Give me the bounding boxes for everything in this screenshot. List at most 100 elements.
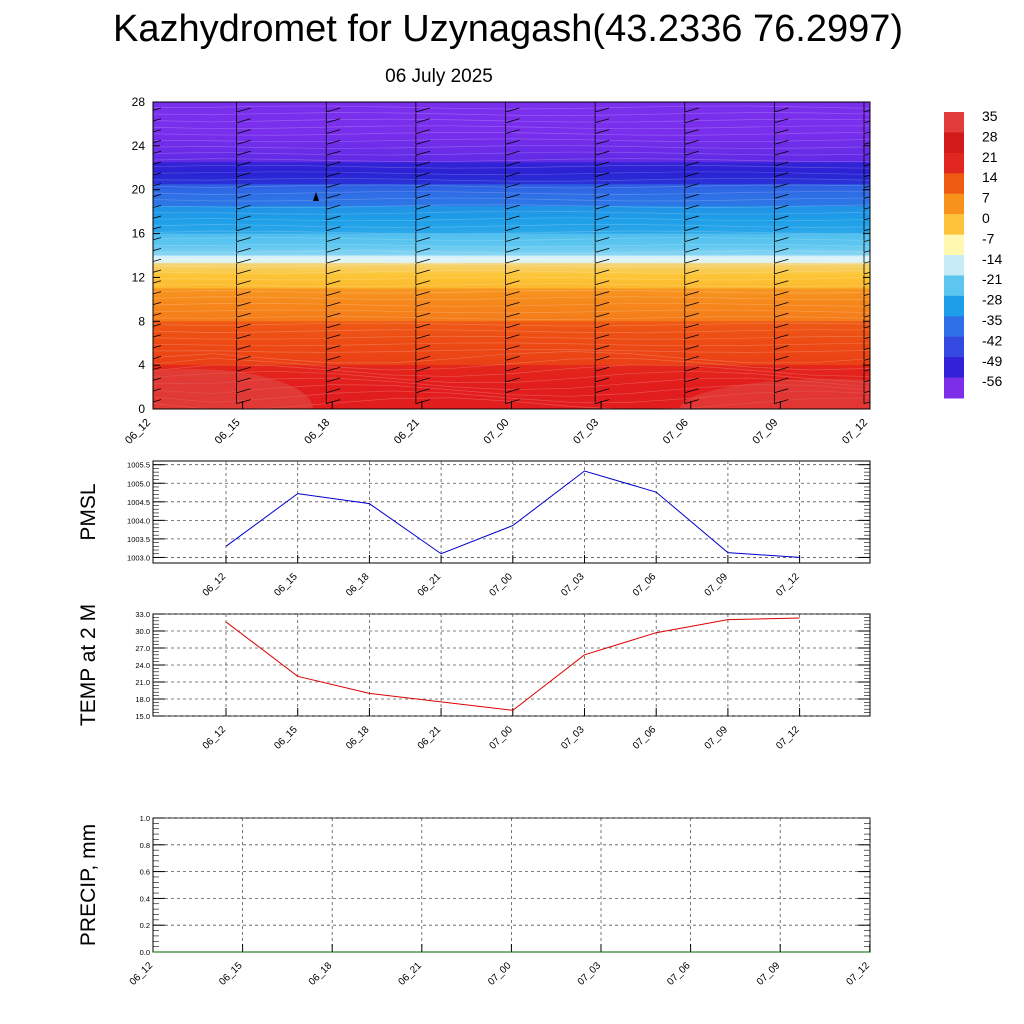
contour-line bbox=[153, 224, 870, 228]
colorbar-label: 21 bbox=[982, 149, 998, 165]
wind-barb bbox=[595, 140, 610, 145]
y-tick-label: 0.6 bbox=[140, 868, 150, 877]
wind-barb bbox=[236, 291, 251, 296]
wind-barb bbox=[774, 248, 789, 253]
wind-barb bbox=[505, 172, 520, 178]
x-tick-label: 07_12 bbox=[774, 571, 802, 599]
wind-barb bbox=[505, 107, 520, 113]
wind-barb bbox=[153, 140, 162, 144]
wind-barb bbox=[684, 183, 699, 188]
wind-barb bbox=[415, 399, 430, 404]
wind-barb bbox=[326, 118, 341, 124]
wind-barb bbox=[595, 150, 610, 156]
wind-barb bbox=[595, 107, 610, 113]
y-tick-label: 16 bbox=[132, 227, 146, 241]
wind-barb bbox=[863, 336, 870, 340]
wind-barb bbox=[595, 183, 610, 188]
x-tick-label: 07_00 bbox=[486, 960, 514, 988]
wind-barb bbox=[505, 323, 520, 329]
colorbar: 35 28 21 14 7 0 -7 -14 -21 -28 -35 -42 -49 -56 bbox=[944, 108, 1002, 399]
wind-barb bbox=[684, 388, 699, 394]
wind-barb bbox=[326, 312, 341, 318]
wind-barb bbox=[236, 356, 251, 361]
wind-barb bbox=[415, 345, 430, 350]
colorbar-label: 14 bbox=[982, 169, 998, 185]
colorbar-swatch bbox=[944, 234, 964, 256]
wind-barb bbox=[505, 302, 520, 307]
x-tick-label: 06_21 bbox=[392, 417, 422, 447]
wind-barb bbox=[774, 183, 789, 188]
contour-line bbox=[153, 349, 870, 353]
contour-line bbox=[153, 158, 870, 162]
y-tick-label: 33.0 bbox=[135, 610, 150, 619]
colorbar-label: -56 bbox=[982, 373, 1002, 389]
y-tick-label: 20 bbox=[132, 183, 146, 197]
y-tick-label: 24.0 bbox=[135, 661, 150, 670]
wind-barb bbox=[326, 323, 341, 329]
wind-barb bbox=[595, 226, 610, 232]
wind-barb bbox=[415, 215, 430, 221]
wind-barb bbox=[774, 356, 789, 361]
colorbar-label: -35 bbox=[982, 312, 1002, 328]
wind-barb bbox=[326, 334, 341, 340]
wind-barb bbox=[505, 204, 520, 210]
x-tick-label: 06_21 bbox=[416, 571, 444, 599]
wind-barb bbox=[505, 140, 520, 145]
x-tick-label: 07_03 bbox=[571, 417, 601, 447]
wind-barb bbox=[774, 140, 789, 145]
wind-barb bbox=[505, 258, 520, 264]
contour-line bbox=[153, 131, 870, 136]
wind-barb bbox=[863, 261, 870, 264]
wind-barb bbox=[415, 161, 430, 167]
colorbar-swatch bbox=[944, 214, 964, 236]
y-tick-label: 8 bbox=[138, 314, 145, 328]
wind-barb bbox=[236, 388, 251, 394]
wind-barb bbox=[505, 118, 520, 124]
colorbar-label: 7 bbox=[982, 190, 990, 206]
wind-barb bbox=[153, 172, 162, 176]
wind-barb bbox=[684, 118, 699, 124]
wind-barb bbox=[326, 172, 341, 178]
colorbar-swatch bbox=[944, 255, 964, 276]
wind-barb bbox=[684, 323, 699, 329]
wind-barb bbox=[415, 280, 430, 286]
wind-barb bbox=[415, 237, 430, 242]
wind-barb bbox=[774, 399, 789, 404]
x-tick-label: 06_15 bbox=[272, 571, 300, 599]
wind-barb bbox=[684, 356, 699, 361]
y-tick-label: 15.0 bbox=[135, 712, 150, 721]
contour-line bbox=[153, 276, 870, 281]
wind-barb bbox=[236, 334, 251, 340]
x-tick-label: 07_06 bbox=[661, 417, 691, 447]
wind-barb bbox=[505, 345, 520, 350]
wind-barb bbox=[326, 226, 341, 232]
wind-barb bbox=[415, 366, 430, 372]
wind-barb bbox=[595, 366, 610, 372]
x-tick-label: 06_15 bbox=[272, 724, 300, 752]
wind-barb bbox=[153, 345, 162, 349]
wind-barb bbox=[863, 390, 870, 394]
y-tick-label: 30.0 bbox=[135, 627, 150, 636]
wind-barb bbox=[684, 312, 699, 318]
wind-barb bbox=[684, 377, 699, 383]
wind-barb bbox=[505, 161, 520, 167]
wind-barb bbox=[684, 258, 699, 264]
contour-line bbox=[153, 303, 870, 307]
wind-barb bbox=[236, 215, 251, 221]
wind-barb bbox=[595, 356, 610, 361]
wind-barb bbox=[236, 377, 251, 383]
wind-barb bbox=[774, 172, 789, 178]
wind-barb bbox=[415, 129, 430, 134]
colorbar-swatch bbox=[944, 377, 964, 399]
wind-barb bbox=[684, 366, 699, 372]
wind-barb bbox=[415, 118, 430, 124]
x-tick-label: 06_12 bbox=[123, 417, 153, 447]
x-tick-label: 07_06 bbox=[665, 960, 693, 988]
wind-barb bbox=[236, 280, 251, 286]
wind-barb bbox=[153, 269, 162, 273]
wind-barb bbox=[863, 304, 870, 307]
contour-line bbox=[153, 377, 870, 391]
wind-barb bbox=[863, 379, 870, 383]
wind-barb bbox=[326, 399, 341, 404]
x-tick-label: 06_15 bbox=[213, 417, 243, 447]
